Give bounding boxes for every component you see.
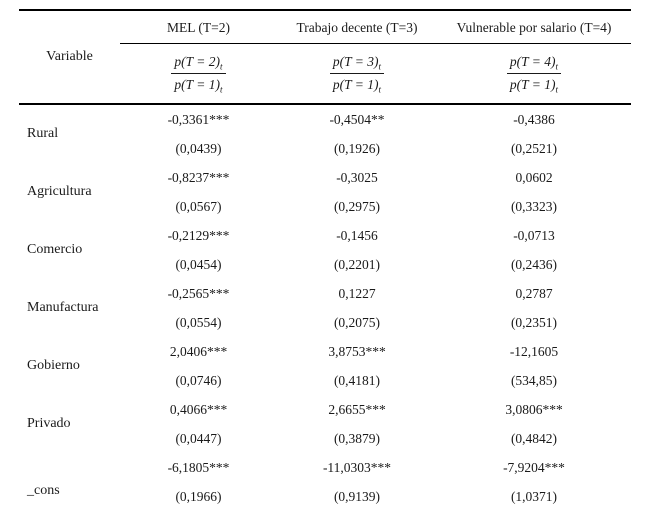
table-row-privado: Privado 0,4066*** 2,6655*** 3,0806*** bbox=[19, 395, 631, 432]
table-row-comercio: Comercio -0,2129*** -0,1456 -0,0713 bbox=[19, 221, 631, 258]
regression-results-table: Variable MEL (T=2) Trabajo decente (T=3)… bbox=[19, 9, 631, 509]
table-row-gobierno: Gobierno 2,0406*** 3,8753*** -12,1605 bbox=[19, 337, 631, 374]
coefficient-cell: -11,0303*** bbox=[322, 459, 392, 475]
table-row-privado-se: (0,0447) (0,3879) (0,4842) bbox=[19, 424, 631, 453]
coefficient-cell: -0,8237*** bbox=[167, 169, 230, 185]
std-error-cell: (0,0554) bbox=[175, 314, 222, 330]
coefficient-cell: 2,6655*** bbox=[328, 401, 386, 417]
std-error-cell: (0,2351) bbox=[510, 314, 558, 330]
coefficient-cell: 3,8753*** bbox=[328, 343, 386, 359]
coefficient-cell: 3,0806*** bbox=[505, 401, 563, 417]
std-error-cell: (0,4842) bbox=[510, 430, 558, 446]
coefficient-cell: -6,1805*** bbox=[167, 459, 230, 475]
std-error-cell: (0,2075) bbox=[333, 314, 381, 330]
variable-label: Comercio bbox=[27, 242, 83, 257]
std-error-cell: (0,4181) bbox=[333, 372, 381, 388]
ratio-formula-trabajo-decente: p(T = 3)t p(T = 1)t bbox=[277, 43, 437, 105]
ratio-formula-row: p(T = 2)t p(T = 1)t p(T = 3)t p(T = 1)t … bbox=[19, 43, 631, 105]
column-header-mel: MEL (T=2) bbox=[120, 10, 277, 44]
std-error-cell: (1,0371) bbox=[510, 488, 558, 504]
variable-label: Manufactura bbox=[27, 300, 99, 315]
coefficient-cell: -0,1456 bbox=[336, 227, 378, 243]
std-error-cell: (0,9139) bbox=[333, 488, 381, 504]
std-error-cell: (534,85) bbox=[510, 372, 558, 388]
coefficient-cell: 0,2787 bbox=[515, 285, 553, 301]
table-row-agricultura: Agricultura -0,8237*** -0,3025 0,0602 bbox=[19, 163, 631, 200]
coefficient-cell: -0,4504** bbox=[329, 111, 385, 127]
table-row-gobierno-se: (0,0746) (0,4181) (534,85) bbox=[19, 366, 631, 395]
coefficient-cell: -0,0713 bbox=[513, 227, 555, 243]
table-row-agricultura-se: (0,0567) (0,2975) (0,3323) bbox=[19, 192, 631, 221]
std-error-cell: (0,2201) bbox=[333, 256, 381, 272]
coefficient-cell: 0,0602 bbox=[515, 169, 553, 185]
table-row-rural: Rural -0,3361*** -0,4504** -0,4386 bbox=[19, 104, 631, 142]
std-error-cell: (0,2975) bbox=[333, 198, 381, 214]
std-error-cell: (0,1926) bbox=[333, 140, 381, 156]
table-row-cons: _cons -6,1805*** -11,0303*** -7,9204*** bbox=[19, 453, 631, 498]
coefficient-cell: -12,1605 bbox=[509, 343, 559, 359]
std-error-cell: (0,3323) bbox=[510, 198, 558, 214]
std-error-cell: (0,0746) bbox=[175, 372, 222, 388]
std-error-cell: (0,0454) bbox=[175, 256, 222, 272]
coefficient-cell: -0,4386 bbox=[513, 111, 555, 127]
std-error-cell: (0,3879) bbox=[333, 430, 381, 446]
variable-label: Agricultura bbox=[27, 184, 92, 199]
std-error-cell: (0,2436) bbox=[510, 256, 558, 272]
coefficient-cell: -0,2129*** bbox=[167, 227, 230, 243]
coefficient-cell: 2,0406*** bbox=[169, 343, 228, 359]
coefficient-cell: -0,3361*** bbox=[167, 111, 230, 127]
coefficient-cell: -7,9204*** bbox=[503, 459, 565, 475]
coefficient-cell: -0,3025 bbox=[336, 169, 378, 185]
variable-label: Gobierno bbox=[27, 358, 80, 373]
ratio-formula-mel: p(T = 2)t p(T = 1)t bbox=[120, 43, 277, 105]
probability-ratio-fraction: p(T = 3)t p(T = 1)t bbox=[329, 52, 385, 94]
variable-label: Privado bbox=[27, 416, 71, 431]
std-error-cell: (0,1966) bbox=[175, 488, 222, 504]
std-error-cell: (0,0567) bbox=[175, 198, 222, 214]
table-row-cons-se: (0,1966) (0,9139) (1,0371) bbox=[19, 482, 631, 509]
ratio-formula-vulnerable-por-salario: p(T = 4)t p(T = 1)t bbox=[437, 43, 631, 105]
std-error-cell: (0,0439) bbox=[175, 140, 222, 156]
std-error-cell: (0,2521) bbox=[510, 140, 558, 156]
table-row-manufactura: Manufactura -0,2565*** 0,1227 0,2787 bbox=[19, 279, 631, 316]
table-row-rural-se: (0,0439) (0,1926) (0,2521) bbox=[19, 134, 631, 163]
variable-label: _cons bbox=[27, 482, 60, 498]
coefficient-cell: 0,4066*** bbox=[169, 401, 228, 417]
probability-ratio-fraction: p(T = 4)t p(T = 1)t bbox=[506, 52, 562, 94]
column-header-trabajo-decente: Trabajo decente (T=3) bbox=[277, 10, 437, 44]
std-error-cell: (0,0447) bbox=[175, 430, 222, 446]
probability-ratio-fraction: p(T = 2)t p(T = 1)t bbox=[171, 52, 226, 94]
table-row-comercio-se: (0,0454) (0,2201) (0,2436) bbox=[19, 250, 631, 279]
column-header-vulnerable-por-salario: Vulnerable por salario (T=4) bbox=[437, 10, 631, 44]
coefficient-cell: 0,1227 bbox=[338, 285, 376, 301]
column-titles-row: Variable MEL (T=2) Trabajo decente (T=3)… bbox=[19, 10, 631, 105]
coefficient-cell: -0,2565*** bbox=[167, 285, 230, 301]
variable-column-header: Variable bbox=[19, 10, 120, 105]
table-row-manufactura-se: (0,0554) (0,2075) (0,2351) bbox=[19, 308, 631, 337]
variable-label: Rural bbox=[27, 126, 59, 141]
